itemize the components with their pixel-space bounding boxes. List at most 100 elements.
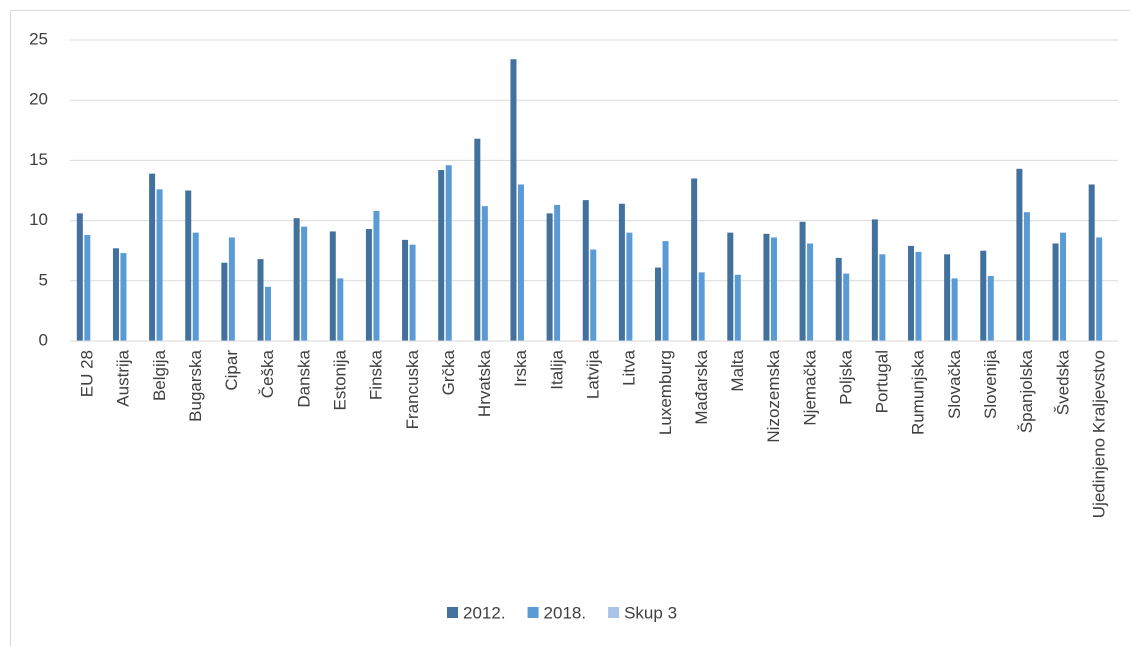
bar <box>590 249 597 341</box>
x-tick-label: Bugarska <box>186 349 205 421</box>
x-tick-label: Rumunjska <box>909 349 928 435</box>
legend-label: Skup 3 <box>624 603 677 622</box>
y-tick-label: 20 <box>29 90 48 109</box>
bar <box>907 245 914 341</box>
x-tick-label: Češka <box>258 349 277 398</box>
bar <box>510 59 517 341</box>
x-tick-label: Nizozemska <box>764 349 783 442</box>
x-tick-label: Finska <box>367 349 386 400</box>
x-tick-label: Belgija <box>150 349 169 401</box>
bar <box>445 165 452 341</box>
bar <box>1016 168 1023 341</box>
x-tick-label: Malta <box>728 349 747 391</box>
x-tick-label: EU 28 <box>78 350 97 397</box>
y-tick-label: 15 <box>29 150 48 169</box>
bar <box>156 189 163 341</box>
bar <box>951 278 958 341</box>
bar <box>763 233 770 341</box>
bar <box>337 278 344 341</box>
bar <box>546 213 553 341</box>
x-tick-label: Irska <box>511 349 530 386</box>
bar <box>185 190 192 341</box>
bar <box>293 218 300 341</box>
bar <box>120 253 127 341</box>
x-tick-label: Latvija <box>583 349 602 399</box>
x-tick-label: Portugal <box>873 350 892 413</box>
bar <box>1023 212 1030 341</box>
bar <box>915 251 922 341</box>
x-tick-label: Luxemburg <box>656 350 675 435</box>
bar <box>265 286 272 341</box>
bar <box>691 178 698 341</box>
bar <box>843 273 850 341</box>
bar <box>228 237 235 341</box>
bar <box>1088 184 1095 341</box>
y-tick-label: 0 <box>39 330 48 349</box>
legend-label: 2018. <box>544 603 587 622</box>
bar <box>301 226 308 341</box>
x-tick-label: Cipar <box>222 350 241 391</box>
bar <box>409 244 416 341</box>
bar <box>554 204 561 341</box>
x-tick-label: Estonija <box>331 349 350 410</box>
x-tick-label: Austrija <box>114 349 133 406</box>
x-tick-label: Španjolska <box>1017 349 1036 433</box>
bar <box>192 232 199 341</box>
bar <box>807 243 814 341</box>
y-tick-label: 5 <box>39 270 48 289</box>
bar <box>84 235 91 341</box>
y-tick-label: 25 <box>29 29 48 48</box>
bar <box>112 248 119 341</box>
bar <box>727 232 734 341</box>
bar <box>517 184 524 341</box>
x-tick-label: Danska <box>294 349 313 407</box>
bar <box>770 237 777 341</box>
bar <box>1060 232 1067 341</box>
x-tick-label: Njemačka <box>800 349 819 425</box>
bar <box>1096 237 1103 341</box>
bar <box>149 173 156 341</box>
bar <box>698 272 705 341</box>
bar <box>1052 243 1059 341</box>
bar <box>365 229 372 341</box>
legend-swatch <box>527 607 539 618</box>
x-tick-label: Grčka <box>439 349 458 395</box>
bar <box>76 213 83 341</box>
x-tick-label: Švedska <box>1053 349 1072 415</box>
bar <box>402 239 409 341</box>
x-tick-label: Hrvatska <box>475 349 494 417</box>
x-tick-label: Mađarska <box>692 349 711 424</box>
legend-swatch <box>447 607 458 618</box>
legend-swatch <box>608 607 620 618</box>
bar <box>221 262 228 341</box>
x-tick-label: Litva <box>620 349 639 385</box>
chart-frame <box>10 10 1130 646</box>
bar <box>582 200 589 341</box>
bar <box>879 254 886 341</box>
bar <box>329 231 336 341</box>
bar <box>799 221 806 341</box>
bar <box>257 259 264 341</box>
bar <box>944 254 951 341</box>
bar <box>481 206 488 341</box>
bar <box>618 203 625 341</box>
bar <box>987 275 994 341</box>
bar <box>662 241 669 341</box>
bar <box>373 210 380 341</box>
x-tick-label: Slovenija <box>981 349 1000 419</box>
x-tick-label: Francuska <box>403 349 422 429</box>
bar <box>734 274 741 341</box>
bar <box>835 257 842 341</box>
y-tick-label: 10 <box>29 210 48 229</box>
x-tick-label: Ujedinjeno Kraljevstvo <box>1089 350 1108 518</box>
bar <box>474 138 481 341</box>
x-tick-label: Poljska <box>836 349 855 404</box>
x-tick-label: Italija <box>547 349 566 389</box>
bar <box>980 250 987 341</box>
bar <box>655 267 662 341</box>
bar <box>871 219 878 341</box>
bar <box>438 170 445 341</box>
x-tick-label: Slovačka <box>945 349 964 419</box>
bar <box>626 232 633 341</box>
